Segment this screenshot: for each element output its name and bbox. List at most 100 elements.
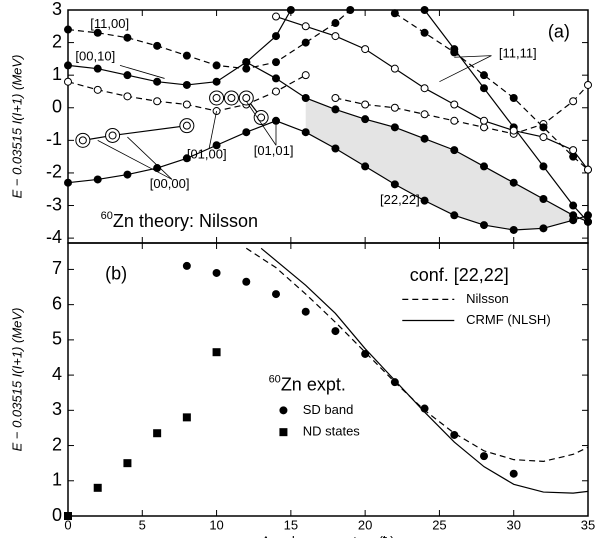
marker [331, 93, 340, 102]
marker [390, 9, 399, 18]
marker [272, 87, 280, 96]
marker [212, 77, 221, 86]
marker [242, 128, 251, 137]
marker [480, 71, 488, 80]
panel-label: (a) [548, 22, 570, 42]
caption-text: Zn expt. [281, 374, 346, 394]
arrow [439, 55, 492, 83]
series-line [275, 15, 589, 171]
marker [272, 290, 280, 299]
x-axis-label: Angular momentum (ħ) [262, 533, 395, 538]
marker [480, 123, 488, 132]
marker [153, 97, 162, 106]
marker [450, 100, 459, 109]
marker [64, 77, 72, 86]
marker [223, 90, 239, 106]
x-tick-label: 30 [506, 517, 520, 532]
marker [64, 25, 72, 34]
marker [123, 170, 132, 179]
marker [480, 162, 488, 171]
y-tick-label: 6 [52, 293, 62, 313]
legend-marker [279, 406, 288, 415]
config-label: conf. [22,22] [410, 265, 509, 285]
marker-core [108, 131, 117, 140]
marker [212, 61, 221, 70]
marker [179, 118, 195, 134]
marker [539, 123, 548, 132]
marker [286, 6, 295, 14]
marker [569, 146, 578, 155]
marker [153, 41, 162, 50]
y-tick-label: -2 [46, 162, 62, 182]
annotation: [22,22] [380, 192, 420, 207]
caption-text: Zn theory: Nilsson [113, 211, 258, 231]
annotation: [11,11] [499, 45, 537, 60]
marker [64, 512, 72, 520]
legend-label: CRMF (NLSH) [466, 312, 550, 327]
series-line [335, 84, 589, 135]
marker [301, 71, 310, 80]
marker [64, 61, 72, 70]
x-tick-label: 15 [284, 517, 298, 532]
annotation: [00,00] [150, 176, 190, 191]
y-tick-label: 0 [52, 505, 62, 525]
marker [509, 178, 518, 187]
marker [420, 134, 429, 143]
marker [584, 165, 592, 174]
marker [450, 116, 459, 125]
marker-core [182, 121, 191, 130]
y-tick-label: 1 [52, 64, 62, 84]
marker [539, 162, 548, 171]
marker [242, 58, 251, 67]
arrow [119, 65, 165, 79]
marker [301, 307, 310, 316]
x-tick-label: 20 [358, 517, 372, 532]
x-tick-label: 10 [209, 517, 223, 532]
marker [509, 225, 518, 234]
marker [153, 77, 162, 86]
marker [361, 115, 370, 124]
marker [420, 6, 429, 14]
y-axis-label: E − 0.03515 I(I+1) (MeV) [9, 308, 24, 452]
marker [390, 64, 399, 73]
panel-label: (b) [105, 263, 127, 283]
y-tick-label: 3 [52, 0, 62, 19]
annotation: [11,00] [90, 16, 129, 31]
y-tick-label: 2 [52, 434, 62, 454]
marker [420, 404, 429, 413]
shaded-region [305, 97, 588, 230]
marker [212, 268, 221, 277]
marker [75, 132, 91, 148]
marker [420, 110, 429, 119]
marker [569, 152, 578, 161]
marker [390, 180, 399, 189]
marker [509, 126, 518, 135]
marker [272, 32, 280, 41]
marker [182, 413, 191, 422]
marker [153, 429, 162, 438]
marker [420, 196, 429, 205]
legend-label: Nilsson [466, 291, 509, 306]
marker [361, 100, 370, 109]
marker [301, 128, 310, 137]
marker [238, 90, 254, 106]
y-tick-label: -1 [46, 129, 62, 149]
marker [390, 378, 399, 387]
marker [569, 97, 578, 106]
marker [93, 28, 102, 37]
marker [480, 116, 488, 125]
caption: 60Zn expt. [269, 374, 346, 395]
marker [272, 74, 280, 83]
marker [272, 58, 280, 67]
marker [420, 84, 429, 93]
marker [450, 48, 459, 57]
marker [182, 154, 191, 163]
marker [584, 217, 592, 226]
marker [331, 105, 340, 114]
marker [123, 71, 132, 80]
marker [272, 12, 280, 21]
marker [212, 348, 221, 357]
marker [480, 84, 488, 93]
x-tick-label: 5 [139, 517, 146, 532]
marker [93, 85, 102, 94]
